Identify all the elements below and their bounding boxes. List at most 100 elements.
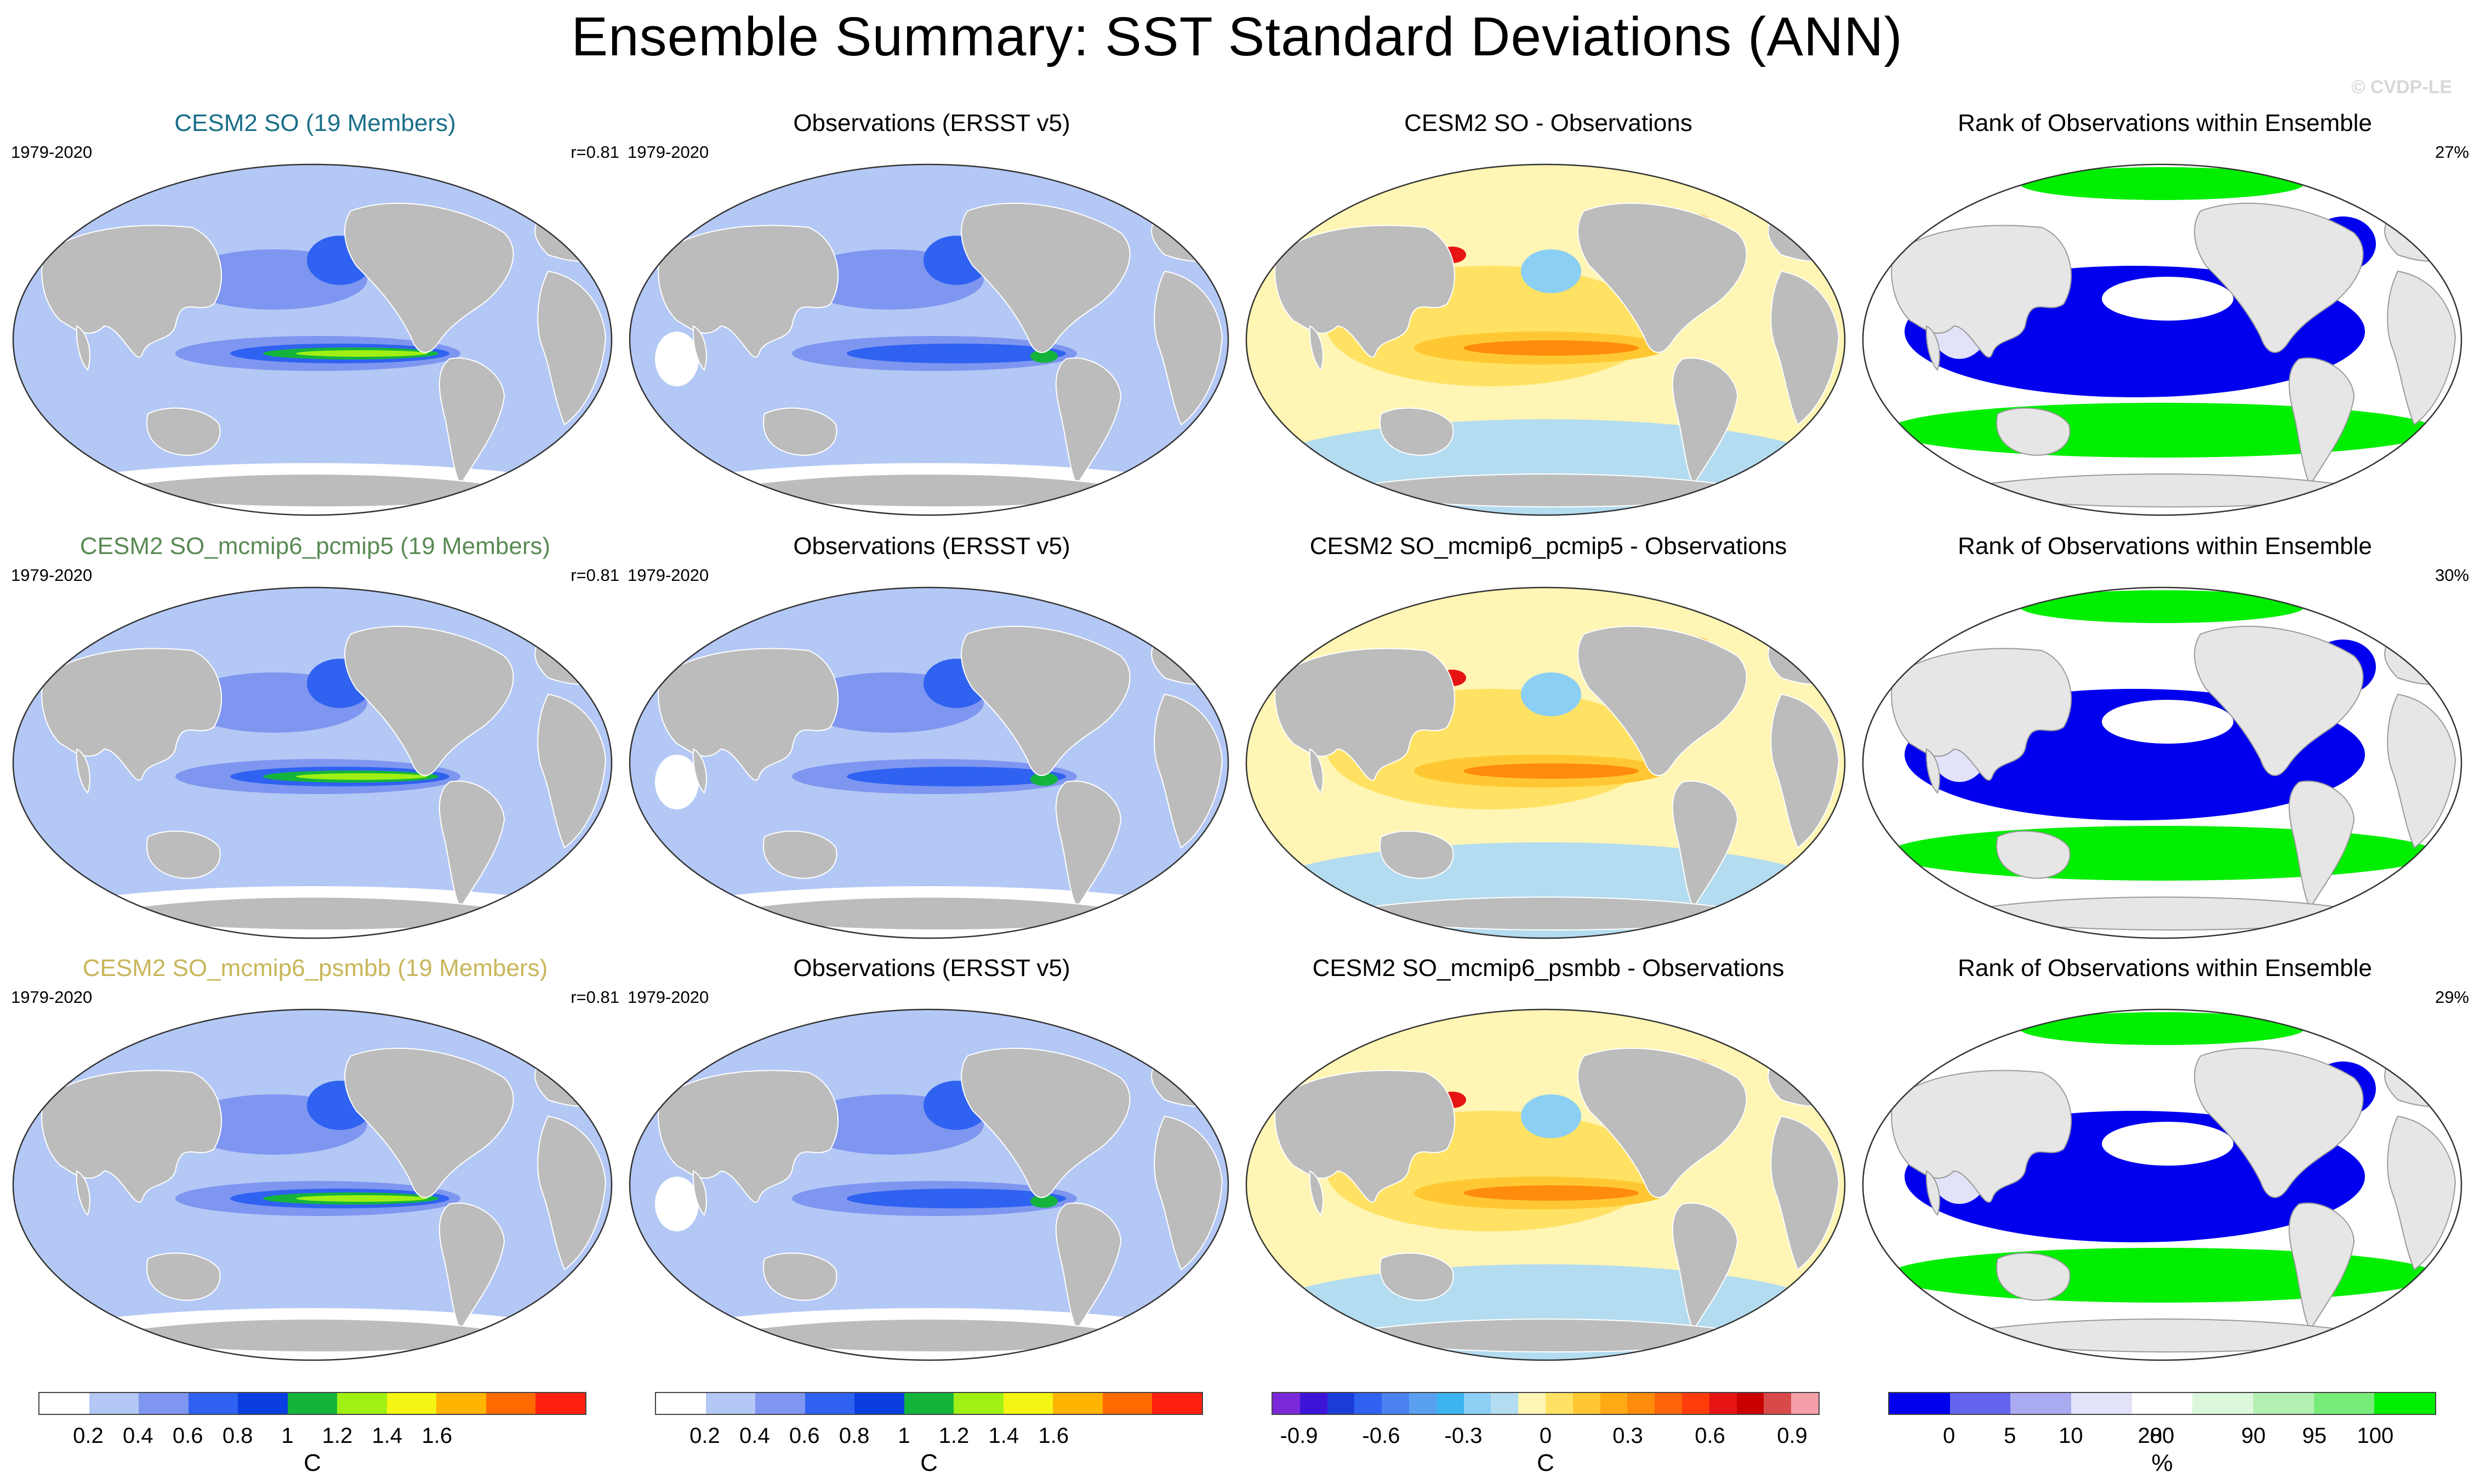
rank-percent-label: 30%: [2435, 566, 2469, 585]
map-panel-obs-row1: Observations (ERSST v5) 1979-2020: [628, 110, 1236, 532]
colorbar-tick-label: 1.2: [938, 1424, 970, 1448]
colorbar-tick-label: 1.4: [988, 1424, 1019, 1448]
colorbar-unit-label: C: [1537, 1449, 1554, 1476]
colorbar-swatch: [2010, 1393, 2072, 1414]
panel-title: Observations (ERSST v5): [793, 533, 1070, 560]
colorbar-swatch: [1152, 1393, 1202, 1414]
colorbar-swatch: [1791, 1393, 1819, 1414]
colorbar-swatch: [386, 1393, 437, 1414]
colorbar-sst: 0.2 0.4 0.6 0.8 1 1.2 1.4 1.6 C: [655, 1392, 1203, 1480]
colorbar-tick-label: -0.6: [1362, 1424, 1400, 1448]
colorbar-swatch: [854, 1393, 904, 1414]
colorbar-tick-label: 0: [1942, 1424, 1956, 1448]
colorbar-tick-label: 0.3: [1612, 1424, 1643, 1448]
colorbar-tick-label: -0.9: [1280, 1424, 1318, 1448]
colorbar-swatch: [1572, 1393, 1600, 1414]
colorbar-swatch: [2192, 1393, 2254, 1414]
world-map-obs: [629, 1008, 1229, 1361]
colorbar-unit-label: C: [920, 1449, 938, 1476]
colorbar-tick-label: 10: [2059, 1424, 2083, 1448]
figure-title: Ensemble Summary: SST Standard Deviation…: [571, 6, 1903, 67]
panel-title: CESM2 SO_mcmip6_pcmip5 (19 Members): [79, 533, 551, 560]
colorbar-swatch: [1003, 1393, 1053, 1414]
panel-title: Observations (ERSST v5): [793, 110, 1070, 136]
colorbar-swatch: [287, 1393, 338, 1414]
colorbar-swatch: [1436, 1393, 1464, 1414]
colorbar-swatch: [1949, 1393, 2011, 1414]
colorbar-swatch: [436, 1393, 486, 1414]
map-panel-obs-row2: Observations (ERSST v5) 1979-2020: [628, 533, 1236, 955]
panel-title: CESM2 SO_mcmip6_psmbb (19 Members): [82, 955, 548, 981]
colorbar-swatch: [1273, 1393, 1300, 1414]
colorbar-swatch: [486, 1393, 536, 1414]
years-label: 1979-2020: [628, 988, 709, 1007]
panel-title: CESM2 SO (19 Members): [174, 110, 456, 136]
colorbar-swatch: [1655, 1393, 1682, 1414]
colorbar-swatch: [2374, 1393, 2436, 1414]
rank-percent-label: 29%: [2435, 988, 2469, 1007]
world-map-obs: [629, 163, 1229, 516]
colorbar-swatch: [1102, 1393, 1153, 1414]
colorbar-tick-label: 0.6: [789, 1424, 820, 1448]
colorbar-swatch: [1600, 1393, 1628, 1414]
world-map-diff: [1245, 1008, 1846, 1361]
colorbar-diff: -0.9 -0.6 -0.3 0 0.3 0.6 0.9 C: [1272, 1392, 1820, 1480]
pattern-correlation-label: r=0.81: [571, 988, 619, 1007]
map-panel-ens-row1: CESM2 SO (19 Members) 1979-2020 r=0.81: [11, 110, 619, 532]
panel-title: CESM2 SO - Observations: [1404, 110, 1692, 136]
colorbar-tick-label: 1.6: [421, 1424, 453, 1448]
colorbar-unit-label: C: [304, 1449, 321, 1476]
colorbar-swatch: [1382, 1393, 1409, 1414]
colorbar-tick-label: 0.2: [73, 1424, 104, 1448]
map-panel-rank-row2: Rank of Observations within Ensemble 30%: [1861, 533, 2469, 955]
colorbar-tick-label: 0: [1539, 1424, 1552, 1448]
map-panel-obs-row3: Observations (ERSST v5) 1979-2020: [628, 955, 1236, 1377]
pattern-correlation-label: r=0.81: [571, 142, 619, 162]
colorbar-swatch: [1681, 1393, 1709, 1414]
map-panel-rank-row3: Rank of Observations within Ensemble 29%: [1861, 955, 2469, 1377]
years-label: 1979-2020: [11, 142, 93, 162]
colorbar-swatch: [705, 1393, 756, 1414]
panel-title: Observations (ERSST v5): [793, 955, 1070, 981]
colorbar-tick-label: 90: [2241, 1424, 2266, 1448]
colorbar-tick-label: 5: [2004, 1424, 2016, 1448]
colorbar-tick-label: 0.4: [123, 1424, 153, 1448]
colorbar-swatch: [337, 1393, 387, 1414]
colorbar-tick-label: 20: [2137, 1424, 2163, 1448]
colorbar-tick-label: 0.8: [839, 1424, 870, 1448]
colorbar-sst: 0.2 0.4 0.6 0.8 1 1.2 1.4 1.6 C: [38, 1392, 586, 1480]
colorbar-swatch: [1053, 1393, 1103, 1414]
colorbar-swatch: [1889, 1393, 1950, 1414]
colorbar-swatch: [954, 1393, 1004, 1414]
colorbar-swatch: [2071, 1393, 2132, 1414]
panel-title: CESM2 SO_mcmip6_psmbb - Observations: [1312, 955, 1785, 981]
map-panel-diff-row1: CESM2 SO - Observations: [1244, 110, 1852, 532]
colorbar-swatch: [1518, 1393, 1546, 1414]
colorbar-tick-label: 80: [2150, 1424, 2175, 1448]
colorbar-swatch: [1491, 1393, 1519, 1414]
colorbar-tick-label: -0.3: [1444, 1424, 1483, 1448]
colorbar-tick-label: 1: [898, 1424, 910, 1448]
colorbar-rank: 0 5 10 20 80 90 95 100%: [1888, 1392, 2436, 1480]
map-panel-rank-row1: Rank of Observations within Ensemble 27%: [1861, 110, 2469, 532]
world-map-diff: [1245, 163, 1846, 516]
colorbar-swatch: [39, 1393, 89, 1414]
colorbar-swatch: [139, 1393, 189, 1414]
colorbar-swatch: [1736, 1393, 1764, 1414]
colorbar-swatch: [2253, 1393, 2314, 1414]
colorbar-unit-label: %: [2151, 1449, 2173, 1476]
colorbar-swatch: [2131, 1393, 2193, 1414]
colorbar-swatch: [1463, 1393, 1491, 1414]
colorbar-swatch: [755, 1393, 805, 1414]
map-panel-diff-row2: CESM2 SO_mcmip6_pcmip5 - Observations: [1244, 533, 1852, 955]
years-label: 1979-2020: [628, 142, 709, 162]
colorbar-swatch: [1627, 1393, 1655, 1414]
colorbar-tick-label: 0.8: [222, 1424, 253, 1448]
colorbar-swatch: [1327, 1393, 1355, 1414]
pattern-correlation-label: r=0.81: [571, 566, 619, 585]
world-map-rank: [1862, 163, 2462, 516]
map-panel-ens-row2: CESM2 SO_mcmip6_pcmip5 (19 Members) 1979-…: [11, 533, 619, 955]
colorbar-tick-label: 0.4: [739, 1424, 770, 1448]
world-map-ens: [12, 1008, 613, 1361]
colorbar-tick-label: 1: [281, 1424, 294, 1448]
